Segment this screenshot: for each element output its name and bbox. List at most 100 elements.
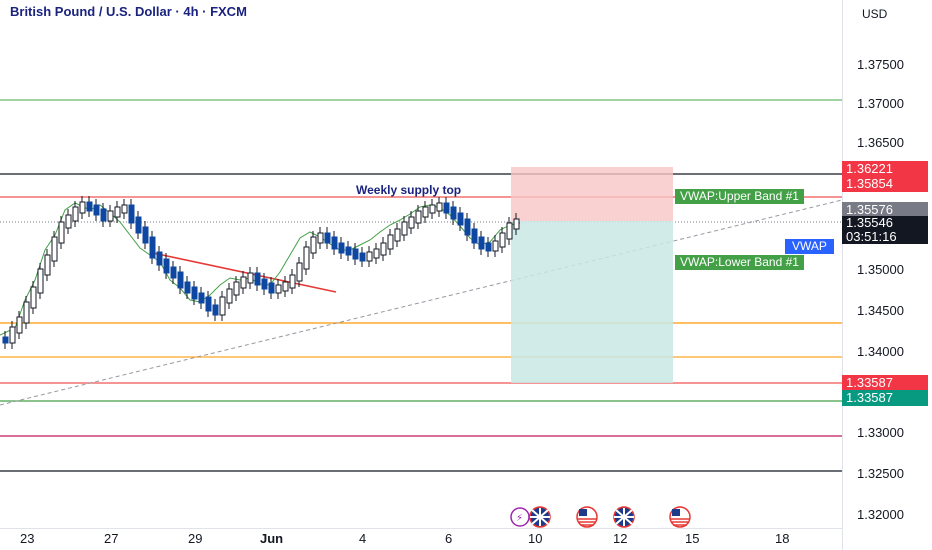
candle-body	[289, 274, 296, 289]
events-row[interactable]: ⚡	[510, 506, 691, 528]
candle-body	[177, 271, 184, 289]
candle-body	[366, 251, 373, 262]
red-trend-line[interactable]	[152, 252, 337, 293]
candle-body	[16, 316, 23, 334]
candle-body	[422, 206, 429, 218]
candle-body	[261, 278, 268, 290]
candle-body	[387, 234, 394, 250]
candle-body	[359, 252, 366, 262]
price-axis-divider	[842, 0, 843, 550]
price-tick: 1.34500	[857, 303, 904, 318]
candle-body	[296, 262, 303, 282]
candle-body	[303, 246, 310, 270]
candle-body	[205, 296, 212, 312]
candle-body	[37, 268, 44, 294]
price-axis[interactable]: 1.37500 1.37000 1.36500 1.35000 1.34500 …	[842, 0, 932, 528]
time-axis[interactable]: 23 27 29 Jun 4 6 10 12 15 18	[0, 529, 842, 550]
candle-body	[485, 242, 492, 252]
candle-body	[457, 212, 464, 226]
upper-band-label[interactable]: VWAP:Upper Band #1	[675, 189, 804, 204]
candle-body	[436, 202, 443, 212]
time-tick: 15	[685, 531, 700, 546]
candle-body	[135, 216, 142, 234]
price-tick: 1.37500	[857, 57, 904, 72]
candle-body	[324, 232, 331, 244]
candle-body	[317, 232, 324, 244]
countdown-timer: 03:51:16	[846, 229, 897, 244]
time-tick: 23	[20, 531, 35, 546]
stop-loss-zone[interactable]	[511, 167, 673, 221]
price-label-red-lower[interactable]: 1.33587	[842, 375, 928, 391]
take-profit-zone[interactable]	[511, 221, 673, 383]
candle-body	[142, 226, 149, 244]
candle-body	[240, 276, 247, 289]
lower-band-label[interactable]: VWAP:Lower Band #1	[675, 255, 804, 270]
candle-body	[184, 281, 191, 294]
price-tick: 1.33000	[857, 425, 904, 440]
candle-body	[44, 254, 51, 276]
price-tick: 1.35000	[857, 262, 904, 277]
candle-body	[170, 266, 177, 279]
candle-body	[163, 258, 170, 274]
candle-body	[30, 286, 37, 309]
current-price-label[interactable]: 1.35546 03:51:16	[842, 216, 928, 244]
time-tick: 27	[104, 531, 119, 546]
time-tick: 18	[775, 531, 790, 546]
candle-body	[282, 281, 289, 292]
candle-body	[156, 251, 163, 266]
price-label-green-lower[interactable]: 1.33587	[842, 390, 928, 406]
candle-body	[233, 281, 240, 296]
candle-body	[219, 296, 226, 316]
price-tick: 1.34000	[857, 344, 904, 359]
candle-body	[212, 304, 219, 316]
supply-annotation[interactable]: Weekly supply top	[356, 183, 462, 197]
price-label-red[interactable]: 1.36221	[842, 161, 928, 177]
candle-body	[394, 228, 401, 242]
candle-body	[373, 248, 380, 259]
price-tick: 1.32000	[857, 507, 904, 522]
candle-body	[226, 288, 233, 304]
currency-label[interactable]: USD	[862, 7, 888, 21]
candle-body	[415, 210, 422, 224]
candle-body	[492, 240, 499, 252]
candle-body	[275, 284, 282, 294]
candle-body	[2, 336, 9, 344]
candle-body	[86, 201, 93, 212]
time-tick: 29	[188, 531, 203, 546]
price-label-gray[interactable]: 1.35576	[842, 202, 928, 218]
candle-body	[9, 326, 16, 344]
chart-title[interactable]: British Pound / U.S. Dollar · 4h · FXCM	[10, 4, 247, 19]
candle-body	[513, 218, 520, 230]
lightning-icon[interactable]	[510, 507, 530, 527]
candle-body	[23, 301, 30, 324]
candle-body	[198, 292, 205, 304]
candle-body	[338, 242, 345, 254]
candle-body	[128, 204, 135, 224]
candle-body	[93, 204, 100, 216]
vwap-line	[0, 202, 521, 336]
candle-body	[464, 218, 471, 236]
time-axis-divider	[0, 528, 842, 529]
candle-body	[72, 206, 79, 222]
candle-body	[352, 248, 359, 260]
candle-body	[380, 242, 387, 256]
time-tick: 6	[445, 531, 453, 546]
price-label-red[interactable]: 1.35854	[842, 176, 928, 192]
candle-body	[114, 206, 121, 218]
candle-body	[331, 236, 338, 250]
time-tick: Jun	[260, 531, 284, 546]
svg-text:⚡: ⚡	[516, 513, 523, 524]
price-tick: 1.37000	[857, 96, 904, 111]
candle-body	[79, 201, 86, 214]
dashed-trend-line[interactable]	[0, 199, 843, 406]
candle-body	[107, 210, 114, 222]
candlestick-series[interactable]	[2, 196, 520, 349]
time-tick: 4	[359, 531, 367, 546]
time-tick: 12	[613, 531, 628, 546]
candle-body	[499, 232, 506, 248]
candle-body	[471, 228, 478, 244]
candle-body	[450, 206, 457, 220]
vwap-label[interactable]: VWAP	[785, 239, 834, 254]
